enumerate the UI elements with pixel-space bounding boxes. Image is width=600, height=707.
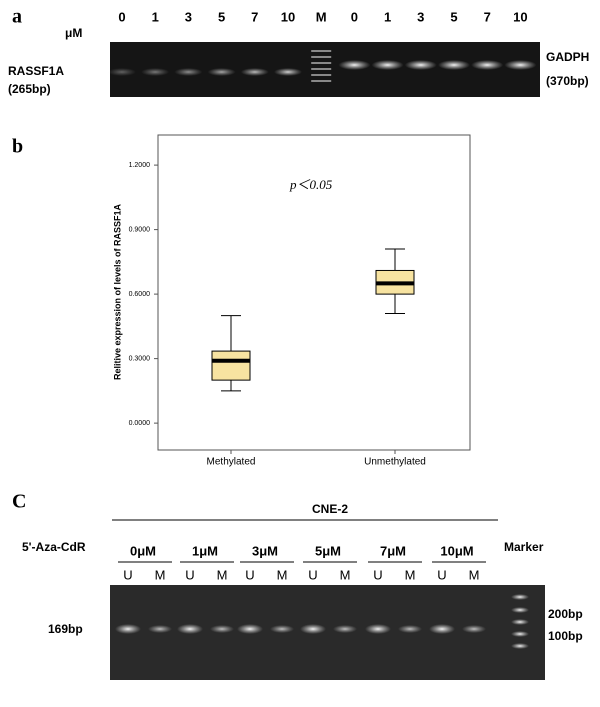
ladder [511, 619, 529, 625]
band [404, 60, 437, 70]
dose-label: 3μM [252, 543, 278, 558]
dose-label: 5μM [315, 543, 341, 558]
lane-label: M [340, 567, 351, 582]
lane-label: U [123, 567, 132, 582]
band [141, 68, 170, 76]
ladder [311, 68, 332, 70]
size-label: (265bp) [8, 82, 51, 96]
plot: 0.0000 0.3000 0.6000 0.9000 1.2000 Methylated… [129, 162, 426, 468]
lane-label: M [469, 567, 480, 582]
size-label: (370bp) [546, 74, 589, 88]
lane-label: 3 [185, 9, 192, 24]
lane-label: 1 [152, 9, 159, 24]
band [240, 68, 269, 76]
ladder [511, 631, 529, 637]
bands-a [108, 50, 537, 82]
lane-label: 0 [118, 9, 125, 24]
lane-label: 10 [281, 9, 295, 24]
plot-frame [157, 134, 471, 451]
band [504, 60, 537, 70]
band [438, 60, 470, 70]
x-tick-label: Methylated [207, 457, 256, 468]
gene-label: GADPH [546, 50, 589, 64]
band [274, 68, 302, 76]
band [429, 624, 455, 634]
lane-label: 5 [218, 9, 225, 24]
dose-label: 10μM [440, 543, 473, 558]
lane-label: U [373, 567, 382, 582]
y-tick-label: 1.2000 [129, 162, 151, 169]
gene-label: RASSF1A [8, 64, 64, 78]
y-tick-label: 0.9000 [129, 226, 151, 233]
band [174, 68, 203, 76]
lane-label: M [405, 567, 416, 582]
lane-label: M [217, 567, 228, 582]
ladder [511, 643, 529, 649]
y-tick-label: 0.3000 [129, 355, 151, 362]
band [108, 68, 136, 76]
treatment: 5'-Aza-CdR [22, 540, 86, 554]
ladder [311, 50, 332, 52]
lane-label: 7 [484, 9, 491, 24]
lane-label: 3 [417, 9, 424, 24]
ladder [511, 607, 529, 613]
lane-label: 7 [251, 9, 258, 24]
marker-size: 100bp [548, 629, 583, 643]
panel-label: a [12, 6, 22, 28]
lane-label: M [277, 567, 288, 582]
bands-c [115, 594, 529, 649]
y-tick-label: 0.0000 [129, 420, 151, 427]
lane-label: M [155, 567, 166, 582]
band [210, 625, 234, 633]
panel-label: C [12, 491, 26, 513]
band [338, 60, 371, 70]
y-axis-label: Relitive expression of levels of RASSF1A [112, 203, 122, 380]
ladder [311, 56, 332, 58]
lane-label: 10 [513, 9, 527, 24]
lane-label: U [245, 567, 254, 582]
marker-label: Marker [504, 540, 544, 554]
band [371, 60, 404, 70]
x-tick-label: Unmethylated [364, 457, 426, 468]
band [177, 624, 203, 634]
panel-label: b [12, 136, 23, 158]
dose-label: 0μM [130, 543, 156, 558]
ladder [311, 62, 332, 64]
band [471, 60, 504, 70]
ladder [311, 74, 332, 76]
dose-label: 7μM [380, 543, 406, 558]
dose-label: 1μM [192, 543, 218, 558]
band [237, 624, 263, 634]
lane-label: 5 [450, 9, 457, 24]
marker-size: 200bp [548, 607, 583, 621]
band [365, 624, 391, 634]
lane-label: U [437, 567, 446, 582]
band [333, 625, 357, 633]
lane-label: M [316, 9, 327, 24]
band [398, 625, 422, 633]
band [207, 68, 236, 76]
band [462, 625, 486, 633]
box [211, 350, 251, 381]
band [115, 624, 141, 634]
y-tick-label: 0.6000 [129, 291, 151, 298]
band [270, 625, 294, 633]
lane-label: 1 [384, 9, 391, 24]
ladder [511, 594, 529, 600]
band [300, 624, 326, 634]
band [148, 625, 172, 633]
lane-label: U [185, 567, 194, 582]
ladder [311, 80, 332, 82]
unit: μM [65, 26, 82, 40]
band-size: 169bp [48, 622, 83, 636]
lane-label: 0 [351, 9, 358, 24]
annotation: p＜0.05 [289, 177, 333, 192]
lane-label: U [308, 567, 317, 582]
cell-line: CNE-2 [312, 502, 348, 516]
